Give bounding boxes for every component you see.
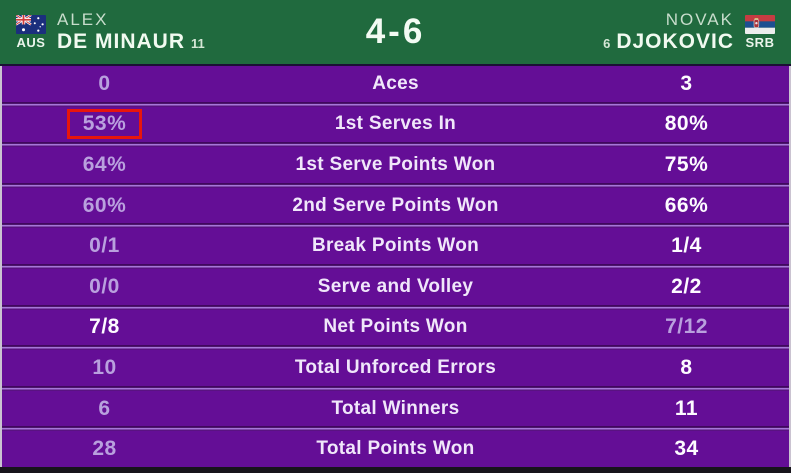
- stat-row: 7/8 Net Points Won 7/12: [2, 309, 789, 346]
- row-divider: [2, 142, 789, 148]
- stat-row: 28 Total Points Won 34: [2, 431, 789, 467]
- stat-label: Serve and Volley: [317, 275, 474, 297]
- row-divider: [2, 304, 789, 310]
- player-last-name-left: DE MINAUR: [57, 29, 185, 53]
- stat-row: 53% 1st Serves In 80%: [2, 106, 789, 143]
- row-divider: [2, 345, 789, 351]
- stat-value-left: 0: [98, 71, 111, 95]
- highlighted-stat-value-left: 53%: [66, 109, 143, 140]
- stat-row: 60% 2nd Serve Points Won 66%: [2, 187, 789, 224]
- row-divider: [2, 182, 789, 188]
- row-divider: [2, 263, 789, 269]
- stat-value-right: 2/2: [671, 274, 702, 298]
- flag-block-left: AUS: [16, 14, 46, 50]
- stat-value-left: 0/0: [89, 274, 120, 298]
- country-code-left: AUS: [16, 34, 46, 50]
- stat-label: 1st Serves In: [334, 113, 457, 135]
- stat-label: 2nd Serve Points Won: [292, 194, 499, 216]
- stat-label: 1st Serve Points Won: [295, 153, 496, 175]
- stat-value-left: 10: [92, 355, 117, 379]
- player-name-right: NOVAK 6 DJOKOVIC: [603, 10, 734, 54]
- stat-value-right: 75%: [664, 152, 709, 176]
- player-name-left: ALEX DE MINAUR 11: [57, 10, 205, 54]
- stat-label: Break Points Won: [311, 235, 480, 257]
- stat-value-right: 7/12: [665, 315, 708, 339]
- row-divider: [2, 385, 789, 391]
- stat-row: 64% 1st Serve Points Won 75%: [2, 147, 789, 183]
- row-divider: [2, 101, 789, 107]
- stat-label: Aces: [372, 72, 419, 94]
- country-code-right: SRB: [745, 34, 775, 50]
- player-right: NOVAK 6 DJOKOVIC SRB: [603, 10, 775, 54]
- serbia-flag-icon: [745, 14, 775, 34]
- stat-value-right: 1/4: [671, 234, 702, 258]
- stat-label: Total Unforced Errors: [294, 356, 497, 378]
- flag-block-right: SRB: [745, 14, 775, 50]
- stat-value-right: 34: [674, 437, 699, 461]
- stats-table: 0 Aces 3 53% 1st Serves In 80% 64% 1st Serve Po…: [0, 66, 791, 467]
- bottom-bar: [0, 467, 791, 473]
- stat-value-right: 11: [674, 396, 699, 420]
- player-seed-right: 6: [603, 35, 611, 51]
- set-score: 4-6: [365, 12, 426, 51]
- stat-value-right: 8: [680, 355, 693, 379]
- stat-value-left: 6: [98, 396, 111, 420]
- player-seed-left: 11: [191, 35, 205, 51]
- stat-value-right: 66%: [664, 193, 709, 217]
- stat-value-left: 60%: [82, 193, 127, 217]
- stat-row: 0/0 Serve and Volley 2/2: [2, 268, 789, 305]
- row-divider: [2, 426, 789, 432]
- player-first-name-left: ALEX: [57, 10, 109, 30]
- stat-value-left: 7/8: [89, 315, 120, 339]
- stat-row: 10 Total Unforced Errors 8: [2, 350, 789, 386]
- australia-flag-icon: [16, 14, 46, 34]
- stat-value-left: 0/1: [89, 234, 120, 258]
- player-left: AUS ALEX DE MINAUR 11: [16, 10, 205, 54]
- row-divider: [2, 223, 789, 229]
- stat-label: Total Winners: [331, 397, 460, 419]
- stat-value-left: 28: [92, 437, 117, 461]
- player-last-name-right: DJOKOVIC: [616, 29, 734, 53]
- stat-value-left: 64%: [82, 152, 127, 176]
- stat-value-right: 80%: [664, 112, 709, 136]
- stat-row: 0 Aces 3: [2, 66, 789, 102]
- stat-row: 0/1 Break Points Won 1/4: [2, 228, 789, 264]
- stat-row: 6 Total Winners 11: [2, 390, 789, 427]
- player-first-name-right: NOVAK: [665, 10, 734, 30]
- stat-label: Total Points Won: [316, 438, 475, 460]
- stat-value-right: 3: [680, 71, 693, 95]
- scoreboard-header: AUS ALEX DE MINAUR 11 4-6 NOVAK 6 DJOKOV…: [0, 0, 791, 66]
- stat-label: Net Points Won: [323, 316, 468, 338]
